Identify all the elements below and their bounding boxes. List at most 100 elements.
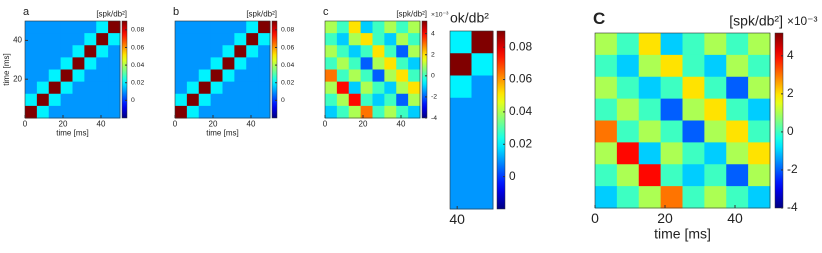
heatmap-cell [660,76,683,100]
heatmap-cell [638,142,662,165]
heatmap-cell [25,45,38,58]
heatmap-cell [726,33,749,56]
heatmap-cell [108,57,121,70]
heatmap-cell [384,33,397,46]
heatmap-cell [595,164,618,187]
heatmap-cell [704,76,727,100]
heatmap-cell [396,81,409,95]
heatmap-cell [48,105,62,119]
heatmap-cell [108,105,121,119]
heatmap-cell [60,105,73,119]
heatmap-cell [704,186,727,209]
heatmap-cell [726,120,749,143]
heatmap-cell [471,186,494,210]
heatmap-cell [372,69,385,83]
heatmap-cell [616,54,640,78]
heatmap-cell [222,105,235,119]
heatmap-cell [704,120,727,143]
heatmap-cell [336,81,350,95]
colorbar-tick-label: 0 [509,169,516,183]
heatmap-cell [36,69,50,83]
heatmap-cell [222,81,235,95]
heatmap-cell [175,105,188,119]
heatmap-cell [408,69,421,83]
heatmap-cell [25,57,38,70]
heatmap-cell [360,81,373,95]
colorbar-tick-label: -2 [787,162,798,176]
heatmap-cell [36,81,50,95]
heatmap-cell [246,21,259,34]
heatmap-cell [595,186,618,209]
heatmap-cell [336,57,350,70]
heatmap-cell [222,21,235,34]
heatmap-cell [396,33,409,46]
colorbar-tick-label: 4 [431,30,435,37]
y-axis-label: time [ms] [2,53,11,85]
heatmap-cell [60,69,73,83]
y-tick-label: 40 [13,36,22,45]
heatmap-cell [25,33,38,46]
heatmap-cell [246,45,259,58]
heatmap-cell [384,21,397,34]
heatmap-cell [471,31,494,54]
heatmap-cell [234,57,247,70]
x-tick-label: 40 [397,120,406,129]
heatmap-cell [210,57,223,70]
heatmap-cell [396,105,409,119]
heatmap-cell [348,81,362,95]
heatmap-cell [36,21,50,34]
heatmap-cell [682,33,705,56]
panel-label: c [323,6,329,18]
heatmap-cell [84,105,97,119]
heatmap-cell [258,21,271,34]
colorbar [496,30,506,210]
heatmap-cell [336,33,350,46]
heatmap-cell [175,57,188,70]
x-tick-label: 20 [657,210,673,226]
colorbar-tick-label: 0.02 [509,136,533,150]
heatmap-cell [660,120,683,143]
heatmap-cell [198,45,212,58]
heatmap-cell [748,54,771,78]
heatmap-cell [360,45,373,58]
heatmap-cell [638,164,662,187]
heatmap-cell [325,105,338,119]
heatmap-cell [660,142,683,165]
heatmap-cell [360,33,373,46]
heatmap-cell [471,75,494,99]
heatmap-cell [25,69,38,83]
heatmap-cell [210,21,223,34]
heatmap-cell [682,98,705,121]
heatmap-cell [186,45,200,58]
heatmap-cell [450,75,472,99]
heatmap-cell [258,45,271,58]
heatmap-cell [84,57,97,70]
x-tick-label: 20 [359,120,368,129]
heatmap-cell [396,57,409,70]
x-tick-label: 0 [173,120,178,129]
heatmap-cell [360,21,373,34]
heatmap-cell [616,142,640,165]
heatmap-cell [198,81,212,95]
heatmap-cell [25,21,38,34]
heatmap-cell [175,21,188,34]
heatmap-cell [246,33,259,46]
heatmap-cell [660,164,683,187]
heatmap-cell [222,45,235,58]
heatmap-cell [450,142,472,165]
heatmap-cell [72,81,85,95]
heatmap-cell [638,33,662,56]
x-tick-label: 20 [59,120,68,129]
heatmap-cell [408,45,421,58]
heatmap-cell [660,186,683,209]
heatmap-cell [336,21,350,34]
heatmap-cell [72,69,85,83]
x-tick-label: 40 [97,120,106,129]
heatmap-cell [72,21,85,34]
heatmap-cell [234,33,247,46]
x-tick-label: 0 [591,210,599,226]
heatmap-cell [450,186,472,210]
heatmap-cell [72,45,85,58]
heatmap-cell [348,105,362,119]
colorbar [774,32,784,209]
